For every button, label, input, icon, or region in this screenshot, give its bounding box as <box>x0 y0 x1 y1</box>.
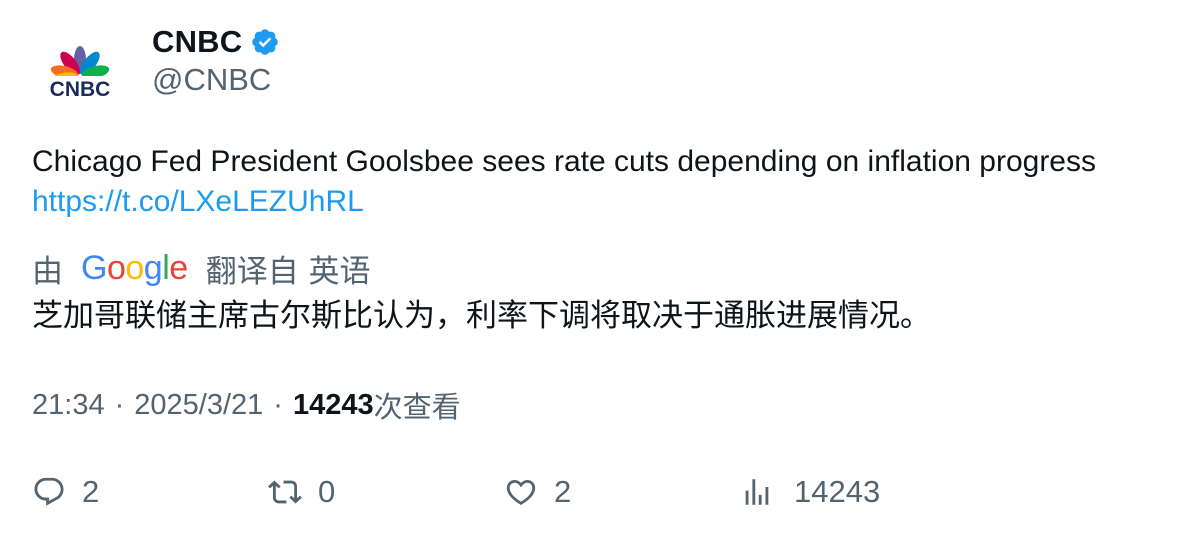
reply-button[interactable]: 2 <box>32 470 99 514</box>
meta-separator: · <box>273 388 283 421</box>
translated-text: 芝加哥联储主席古尔斯比认为，利率下调将取决于通胀进展情况。 <box>32 298 931 334</box>
translated-from-label: 翻译自 英语 <box>205 253 371 290</box>
tweet-text: Chicago Fed President Goolsbee sees rate… <box>32 142 1152 222</box>
tweet-body: Chicago Fed President Goolsbee sees rate… <box>32 145 1096 178</box>
tweet-link[interactable]: https://t.co/LXeLEZUhRL <box>32 185 364 218</box>
avatar[interactable]: CNBC <box>32 26 128 122</box>
tweet-date[interactable]: 2025/3/21 <box>134 388 264 421</box>
tweet-time[interactable]: 21:34 <box>32 388 105 421</box>
translation-attribution: 由 Google 翻译自 英语 <box>32 246 371 290</box>
views-label: 次查看 <box>373 390 461 424</box>
views-icon <box>745 479 769 505</box>
account-name-row: CNBC <box>152 22 280 62</box>
retweet-button[interactable]: 0 <box>268 470 335 514</box>
views-count-action: 14243 <box>794 474 881 509</box>
like-button[interactable]: 2 <box>504 470 571 514</box>
retweet-count: 0 <box>318 474 336 509</box>
google-logo[interactable]: Google <box>81 248 188 287</box>
like-icon <box>506 479 536 505</box>
account-handle[interactable]: @CNBC <box>152 62 272 97</box>
views-count: 14243 <box>292 388 374 421</box>
translated-by-label: 由 <box>32 253 63 290</box>
account-name[interactable]: CNBC <box>152 24 243 59</box>
action-bar: 2 0 2 14243 <box>32 470 1172 514</box>
svg-text:CNBC: CNBC <box>50 78 111 101</box>
cnbc-logo: CNBC <box>40 46 120 116</box>
reply-count: 2 <box>82 474 100 509</box>
meta-separator: · <box>114 388 125 421</box>
views-button[interactable]: 14243 <box>740 470 880 514</box>
retweet-icon <box>268 480 302 504</box>
verified-badge-icon <box>252 29 279 55</box>
tweet-meta: 21:34 · 2025/3/21 · 14243 次查看 <box>32 384 461 426</box>
like-count: 2 <box>554 474 572 509</box>
reply-icon <box>34 477 64 506</box>
